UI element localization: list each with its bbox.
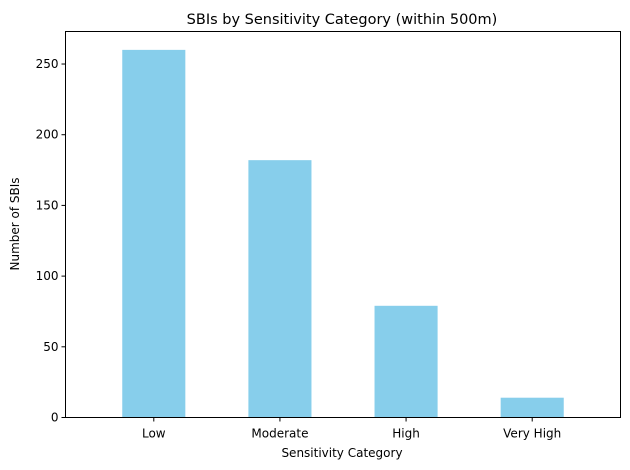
x-tick-label: Low (142, 427, 166, 441)
y-tick-label: 0 (51, 411, 59, 425)
plot-frame (65, 31, 621, 418)
x-axis-label: Sensitivity Category (281, 446, 402, 460)
x-axis-ticks: Low Moderate High Very High (142, 417, 561, 441)
bar-very-high (500, 397, 564, 418)
y-tick-label: 150 (36, 198, 59, 212)
bar-moderate (248, 160, 312, 418)
y-axis-ticks: 0 50 100 150 200 250 (36, 57, 66, 425)
y-axis-label: Number of SBIs (8, 177, 22, 270)
y-tick-label: 50 (43, 340, 58, 354)
bar-high (374, 305, 438, 418)
chart-title: SBIs by Sensitivity Category (within 500… (187, 12, 498, 28)
y-tick-label: 100 (36, 269, 59, 283)
y-tick-label: 200 (36, 128, 59, 142)
x-tick-label: Very High (503, 427, 561, 441)
x-tick-label: Moderate (251, 427, 308, 441)
bar-low (122, 49, 186, 418)
x-tick-label: High (392, 427, 420, 441)
bars-group (122, 49, 564, 418)
y-tick-label: 250 (36, 57, 59, 71)
